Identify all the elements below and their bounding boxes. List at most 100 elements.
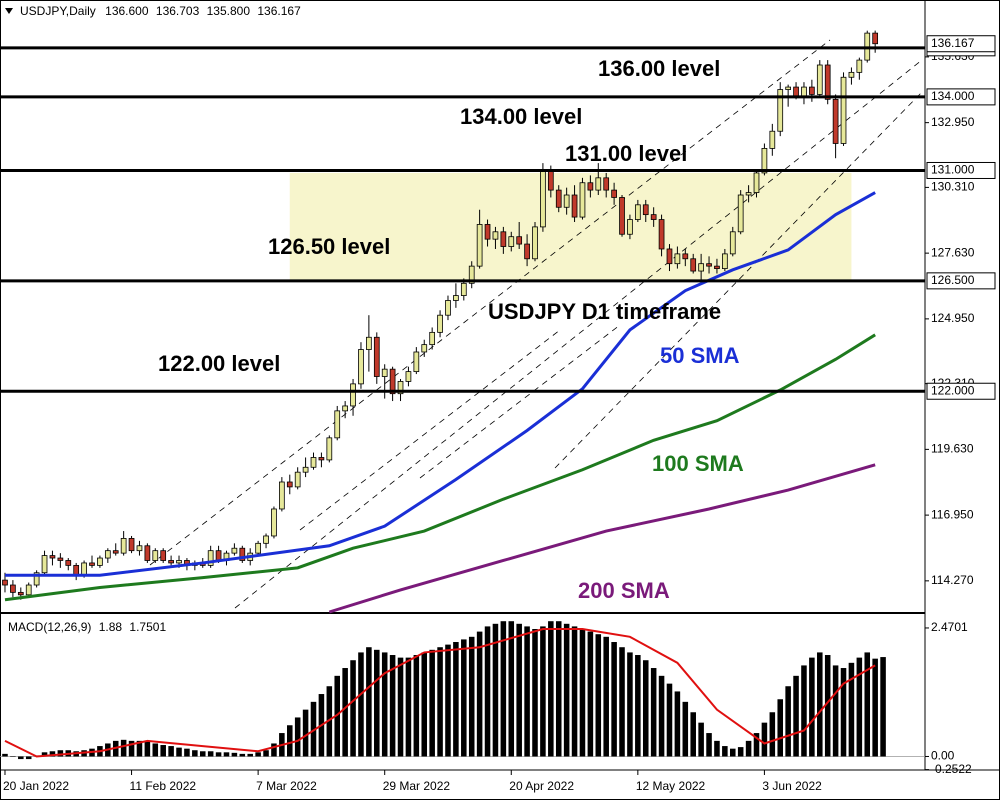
macd-bar [642, 660, 649, 757]
macd-bar [548, 621, 554, 757]
level-box [926, 161, 996, 179]
macd-tick-label: -0.2522 [931, 762, 972, 776]
candle-body [89, 562, 95, 566]
candle-body [57, 557, 64, 561]
candle-body [587, 182, 594, 191]
candle-body [690, 258, 697, 272]
macd-bar [650, 668, 657, 757]
candle-body [97, 557, 103, 566]
macd-bar [824, 655, 831, 757]
candle-body [231, 547, 238, 554]
macd-bar [492, 623, 499, 757]
candle-body [128, 538, 135, 552]
macd-bar [737, 747, 744, 757]
macd-bar [437, 647, 443, 757]
macd-bar [215, 752, 222, 757]
macd-bar [358, 652, 364, 757]
macd-bar [674, 691, 681, 757]
macd-bar [413, 655, 420, 757]
ohlc-low: 135.800 [207, 4, 251, 18]
candle-body [136, 545, 143, 552]
macd-bar [571, 626, 578, 757]
candle-body [397, 381, 404, 395]
macd-bar [184, 748, 190, 757]
macd-bar [25, 756, 32, 760]
candle-body [207, 550, 214, 566]
y-tick-label: 124.950 [931, 311, 975, 325]
x-tick-label: 3 Jun 2022 [762, 779, 822, 793]
level-text: 126.50 level [268, 234, 390, 259]
candle-body [840, 76, 847, 144]
candle-body [405, 371, 412, 382]
macd-bar [484, 626, 491, 757]
candle-body [714, 265, 720, 269]
ohlc-high: 136.703 [156, 4, 200, 18]
candle-body [429, 331, 436, 346]
macd-bar [872, 658, 878, 757]
macd-bar [366, 647, 372, 757]
macd-bar [152, 743, 159, 757]
candle-body [508, 236, 515, 247]
candle-body [563, 194, 570, 208]
candle-body [120, 538, 127, 554]
candle-body [824, 64, 831, 100]
candle-body [421, 344, 428, 353]
macd-bar [168, 746, 174, 757]
candle-body [674, 253, 681, 265]
macd-bar [730, 748, 736, 757]
macd-bar [461, 639, 467, 757]
candle-body [255, 542, 261, 554]
x-tick-label: 11 Feb 2022 [130, 779, 197, 793]
macd-bar [405, 657, 412, 757]
candle-body [603, 177, 610, 191]
macd-bar [421, 652, 428, 757]
candle-body [453, 295, 459, 301]
candle-body [816, 64, 823, 95]
candle-body [500, 231, 507, 247]
x-tick-label: 20 Jan 2022 [3, 779, 69, 793]
current-price-box [926, 35, 996, 53]
macd-bar [801, 665, 807, 757]
macd-bar [809, 657, 815, 757]
candle-body [627, 219, 633, 235]
candle-body [666, 248, 673, 265]
level-text: 122.00 level [158, 351, 280, 376]
macd-bar [817, 652, 823, 757]
level-price: 134.000 [931, 89, 975, 103]
candle-body [856, 59, 863, 73]
candle-body [682, 253, 689, 260]
menu-arrow[interactable] [5, 8, 13, 14]
candle-body [468, 265, 475, 284]
candle-body [41, 555, 48, 574]
macd-bar [595, 634, 602, 757]
macd-title: MACD(12,26,9) [8, 620, 91, 634]
macd-bar [41, 752, 48, 757]
macd-bar [334, 675, 341, 757]
macd-bar [120, 739, 127, 757]
macd-bar [690, 712, 696, 757]
candle-body [706, 263, 712, 267]
macd-bar [160, 745, 166, 757]
candle-body [2, 579, 8, 586]
macd-bar [745, 740, 752, 757]
macd-bar [239, 753, 246, 757]
candle-body [413, 351, 420, 373]
candle-body [65, 560, 72, 566]
candle-body [326, 437, 333, 461]
candle-body [239, 547, 246, 561]
candle-body [619, 197, 625, 235]
macd-tick-label: 2.4701 [931, 620, 968, 634]
sma-line [328, 463, 876, 614]
candle-body [555, 189, 562, 208]
macd-bar [524, 626, 530, 757]
candle-body [809, 86, 815, 95]
level-box [926, 382, 996, 400]
candle-body [152, 550, 159, 561]
level-text: 136.00 level [598, 56, 720, 81]
level-text: 131.00 level [565, 141, 687, 166]
macd-bar [793, 675, 799, 757]
y-tick-label: 130.310 [931, 180, 975, 194]
macd-bar [342, 668, 348, 757]
candle-body [571, 194, 578, 218]
macd-bar [864, 652, 871, 757]
